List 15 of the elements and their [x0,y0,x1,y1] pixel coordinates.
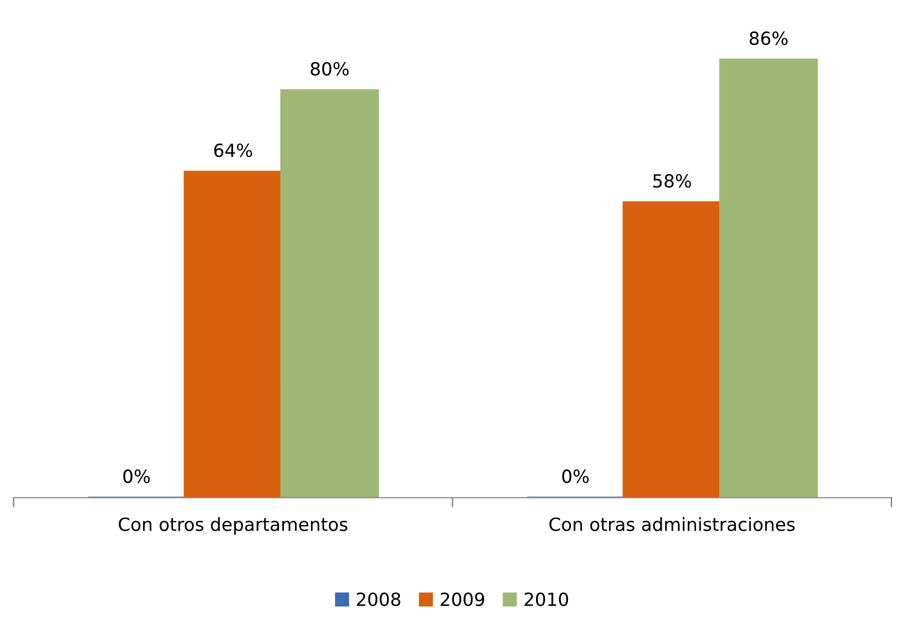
data-label: 0% [123,469,150,484]
bar [280,89,379,498]
legend-label: 2010 [524,592,568,606]
data-label: 58% [653,174,692,188]
data-label: 64% [214,143,252,158]
x-tick-label: Con otras administraciones [549,517,795,532]
data-label: 80% [310,62,349,76]
bar [622,201,722,498]
legend-label: 2009 [440,592,484,606]
legend-label: 2008 [356,592,400,606]
bar [184,170,282,498]
data-label: 0% [562,469,589,484]
x-tick-label: Con otros departamentos [118,517,348,535]
bar [719,58,818,498]
data-label: 86% [750,31,788,46]
